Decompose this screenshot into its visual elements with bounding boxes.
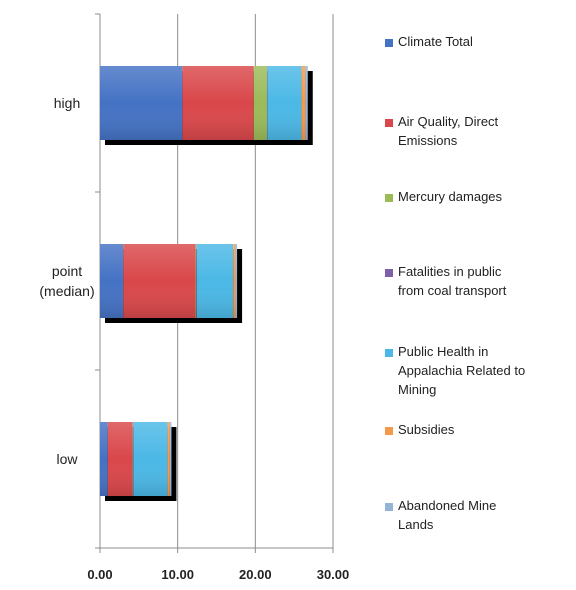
legend-swatch <box>385 427 393 435</box>
legend-label-line: Abandoned Mine <box>398 498 496 513</box>
legend-swatch <box>385 269 393 277</box>
legend-label: Climate Total <box>398 34 473 49</box>
legend-label-line: Mercury damages <box>398 189 503 204</box>
category-label: low <box>56 451 78 467</box>
legend-label: Fatalities in public from coal transport <box>398 264 507 298</box>
legend-label-line: Subsidies <box>398 422 455 437</box>
legend: Climate Total Air Quality, Direct Emission… <box>385 34 525 532</box>
legend-label: Subsidies <box>398 422 455 437</box>
bars <box>100 66 313 501</box>
legend-swatch <box>385 39 393 47</box>
legend-label-line: from coal transport <box>398 283 507 298</box>
bar-shine <box>100 244 238 318</box>
legend-label-line: Appalachia Related to <box>398 363 525 378</box>
category-label: high <box>54 95 80 111</box>
category-label-line: point <box>52 263 82 279</box>
x-tick-label: 30.00 <box>317 567 350 582</box>
x-tick-label: 0.00 <box>87 567 112 582</box>
legend-swatch <box>385 119 393 127</box>
legend-label-line: Climate Total <box>398 34 473 49</box>
legend-swatch <box>385 503 393 511</box>
x-tick-label: 20.00 <box>239 567 272 582</box>
legend-label: Abandoned Mine Lands <box>398 498 496 532</box>
legend-label-line: Emissions <box>398 133 458 148</box>
legend-label-line: Lands <box>398 517 434 532</box>
legend-label-line: Public Health in <box>398 344 488 359</box>
legend-swatch <box>385 349 393 357</box>
category-label: point (median) <box>39 263 94 299</box>
bar-shine <box>100 66 308 140</box>
legend-label-line: Air Quality, Direct <box>398 114 499 129</box>
category-label-line: low <box>56 451 78 467</box>
category-label-line: high <box>54 95 80 111</box>
x-tick-label: 10.00 <box>161 567 194 582</box>
legend-label-line: Fatalities in public <box>398 264 502 279</box>
legend-label: Air Quality, Direct Emissions <box>398 114 499 148</box>
legend-label: Mercury damages <box>398 189 503 204</box>
legend-swatch <box>385 194 393 202</box>
category-label-line: (median) <box>39 283 94 299</box>
legend-label-line: Mining <box>398 382 436 397</box>
legend-label: Public Health in Appalachia Related to Min… <box>398 344 525 397</box>
axis-labels: 0.00 10.00 20.00 30.00 high point (median) low <box>39 95 349 582</box>
bar-shine <box>100 422 172 496</box>
